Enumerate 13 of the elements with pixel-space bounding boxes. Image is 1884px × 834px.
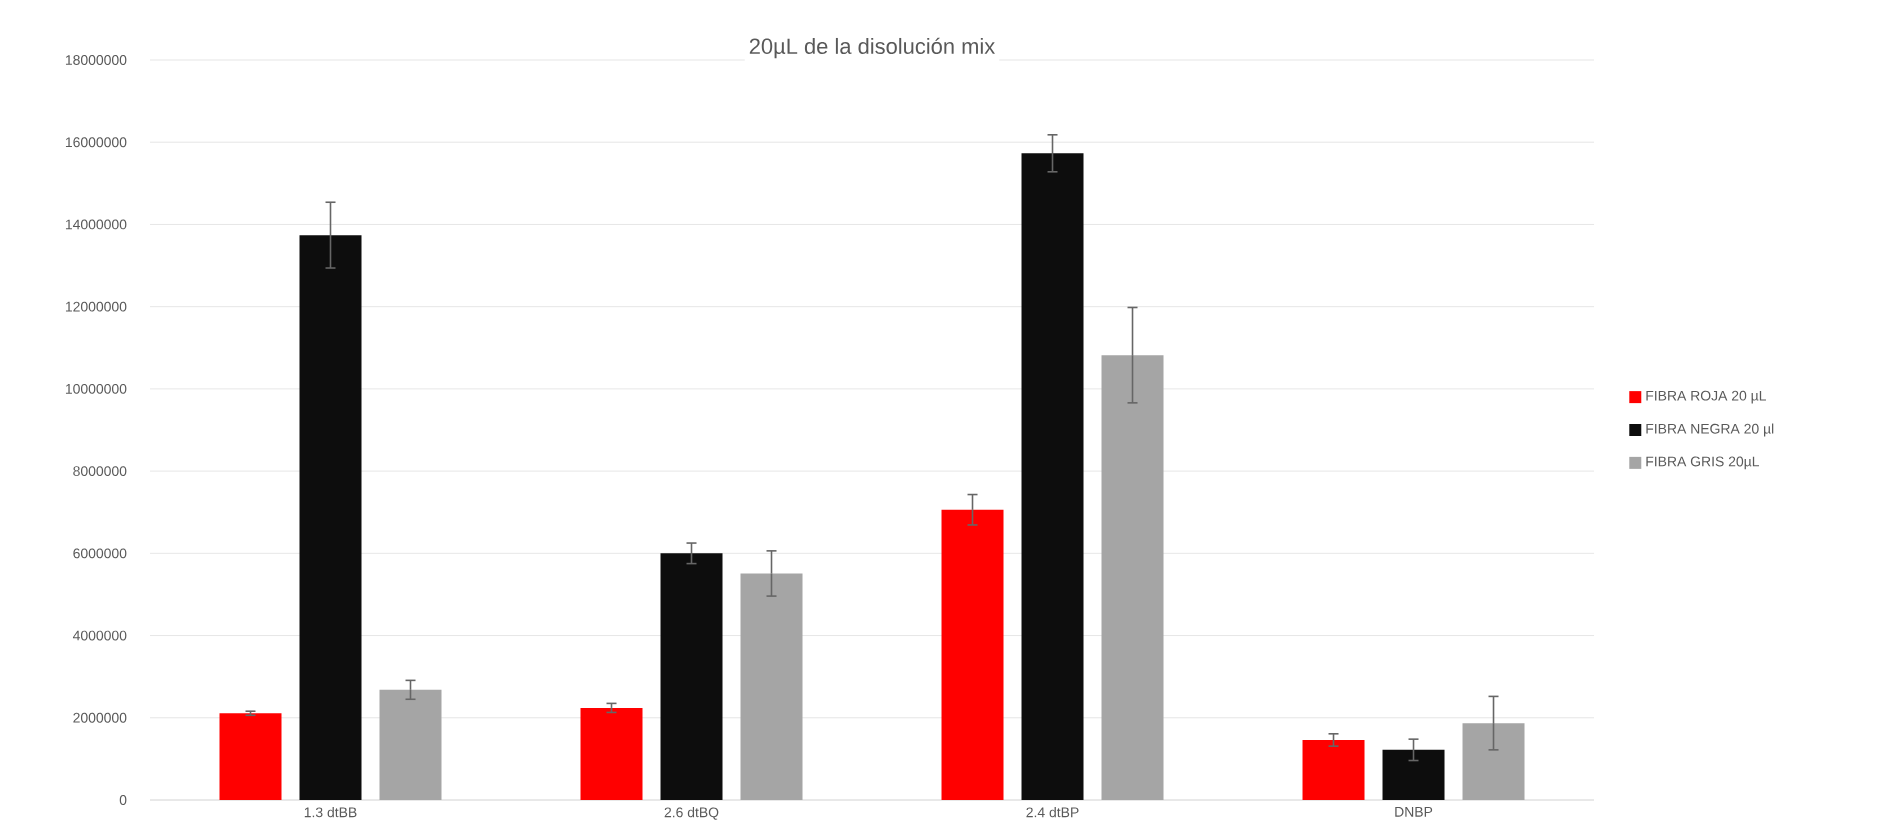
bar [1021, 153, 1084, 800]
bar [379, 689, 442, 800]
bar [219, 713, 282, 800]
bar [660, 553, 723, 800]
bar [941, 509, 1004, 800]
bar [1302, 739, 1365, 800]
bar [740, 573, 803, 800]
chart-title: 20µL de la disolución mix [749, 37, 995, 59]
bar [299, 235, 362, 800]
bar [580, 707, 643, 800]
bar [1462, 723, 1525, 800]
bar [1101, 355, 1164, 800]
bar [1382, 749, 1445, 800]
